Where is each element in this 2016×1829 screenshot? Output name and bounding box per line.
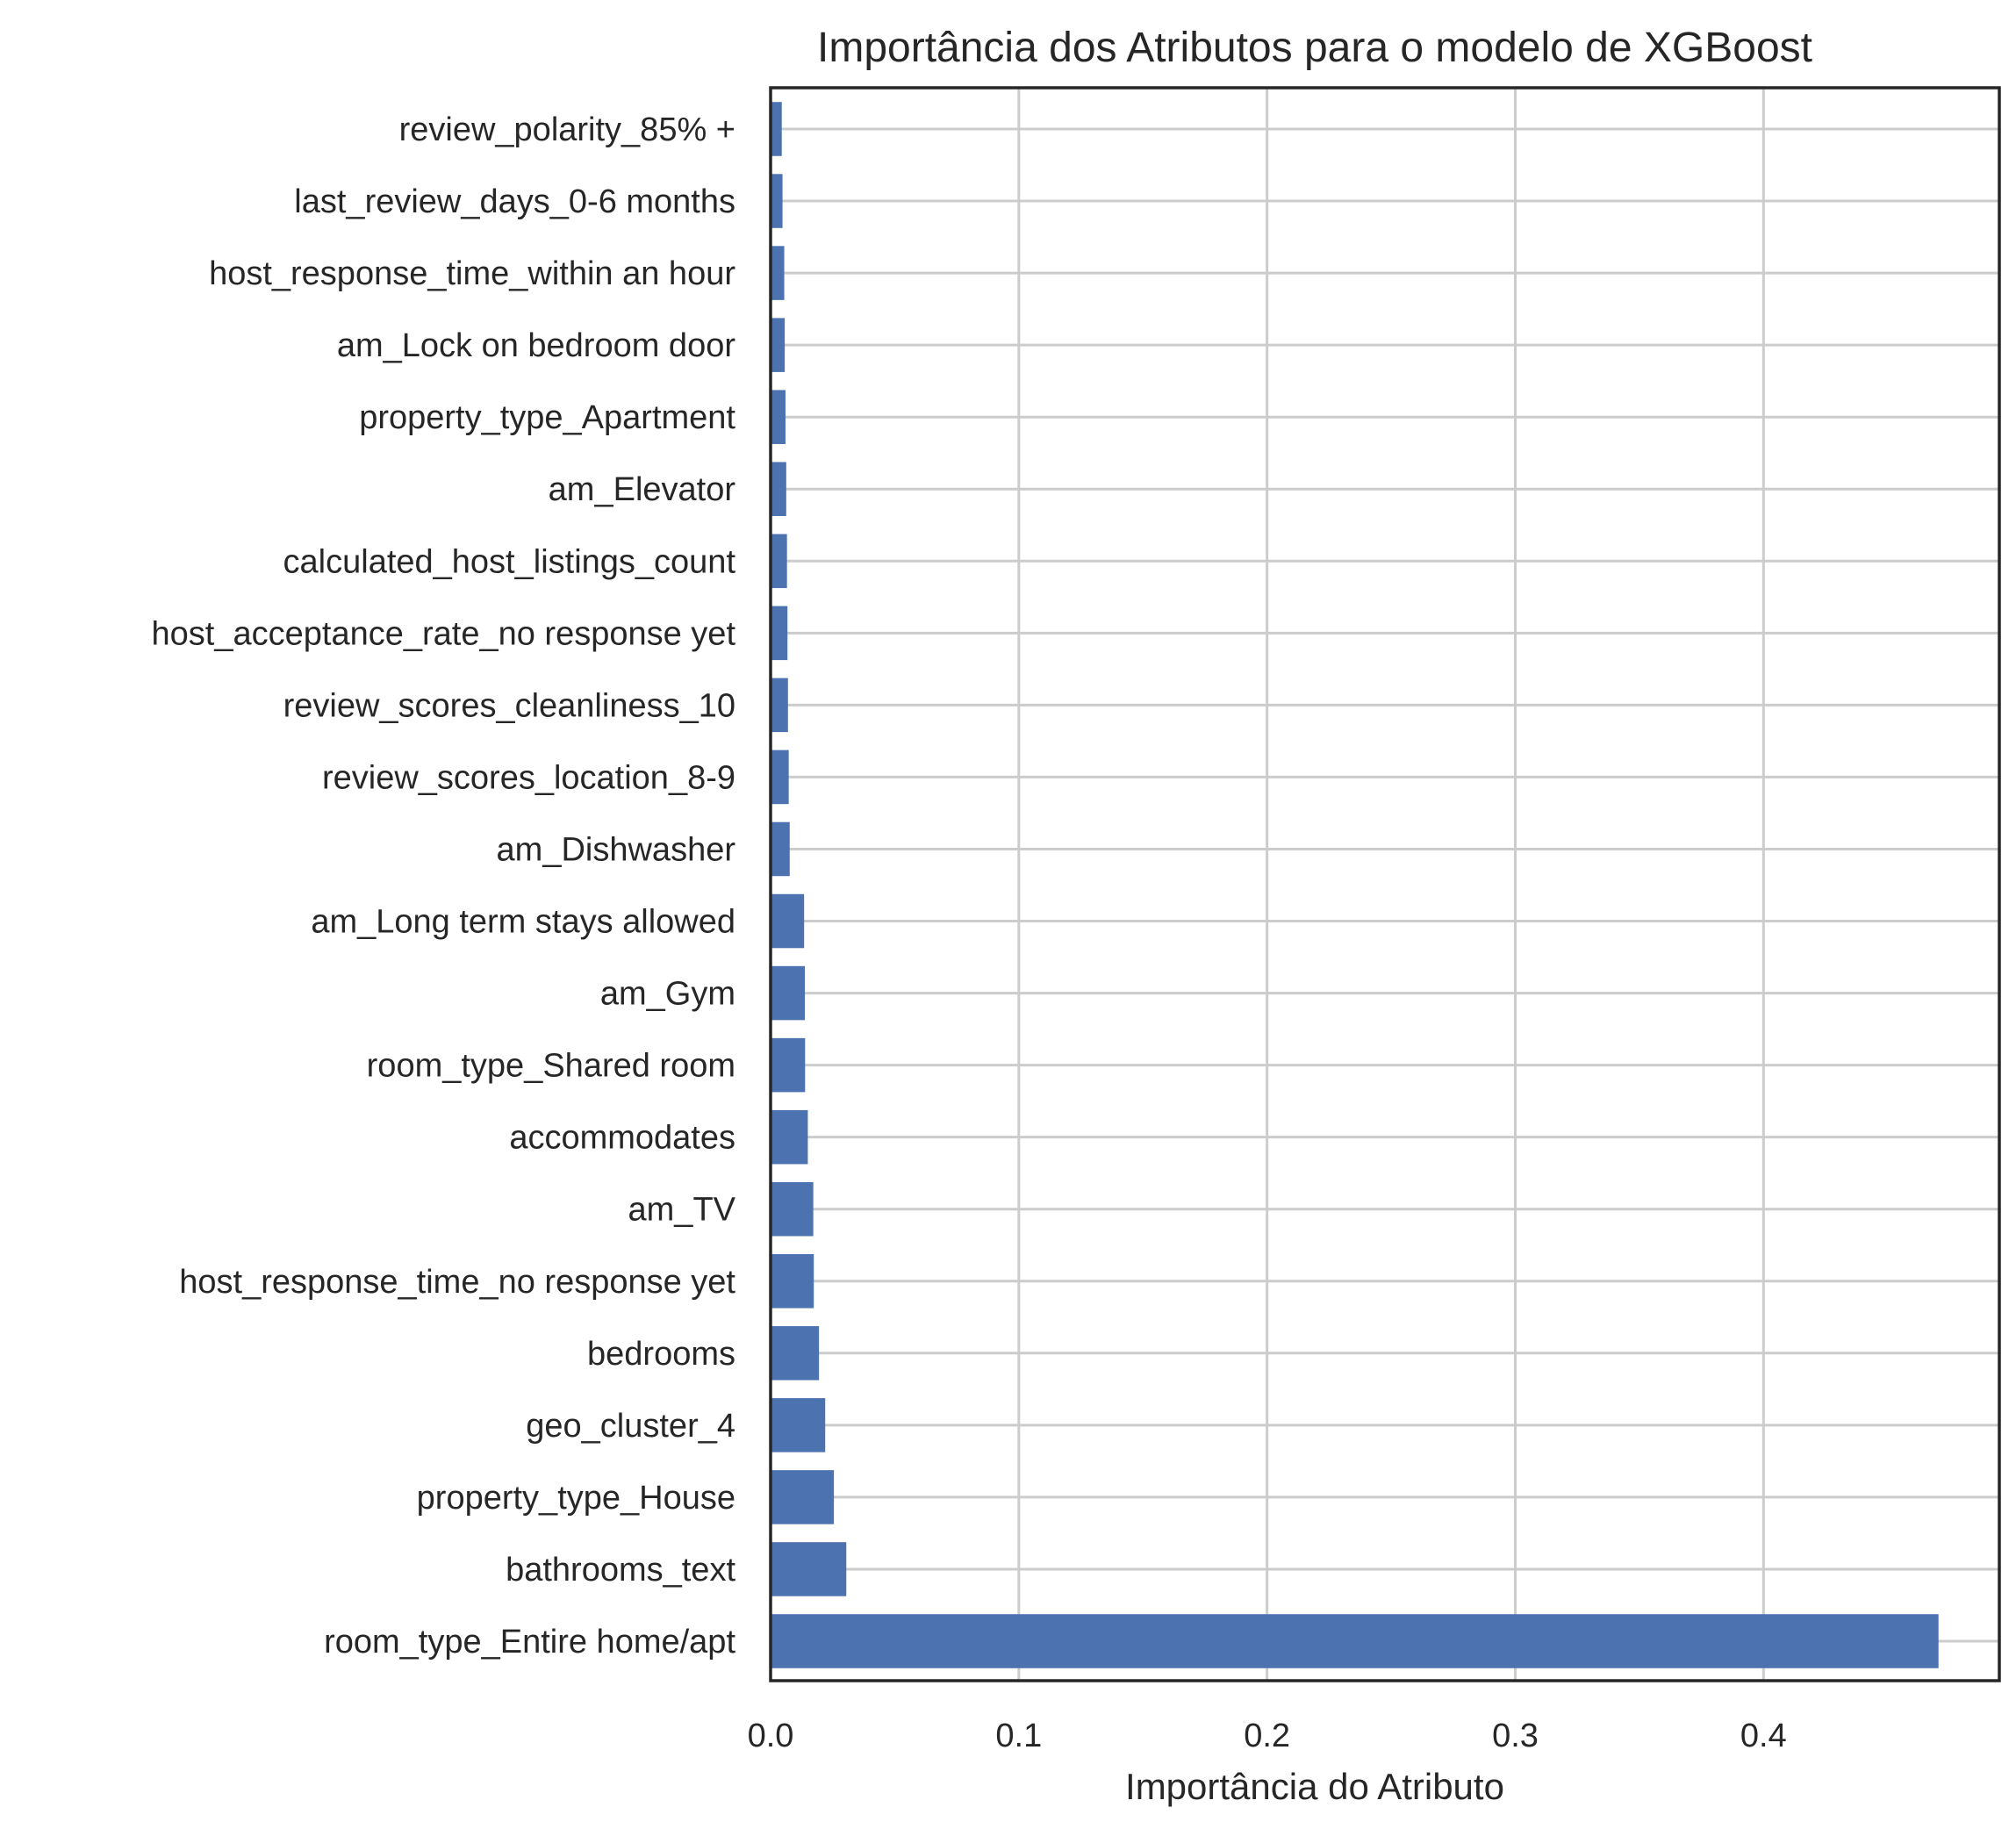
y-tick-label: review_polarity_85% + xyxy=(399,111,735,148)
y-tick-label: review_scores_location_8-9 xyxy=(322,759,735,796)
y-tick-label: am_Elevator xyxy=(549,471,736,508)
y-tick-label: am_Gym xyxy=(600,976,735,1013)
bars xyxy=(771,102,1939,1668)
bar xyxy=(771,750,789,805)
bar xyxy=(771,1614,1939,1668)
bar xyxy=(771,1037,806,1093)
plot-frame xyxy=(769,86,2001,1682)
y-tick-label: host_acceptance_rate_no response yet xyxy=(152,615,736,652)
bar xyxy=(771,1253,814,1309)
bar xyxy=(771,1398,826,1452)
x-tick-label: 0.2 xyxy=(1244,1718,1290,1754)
y-tick-label: am_Lock on bedroom door xyxy=(337,327,736,364)
y-tick-label: calculated_host_listings_count xyxy=(283,543,736,580)
bar xyxy=(771,678,788,733)
bar xyxy=(771,1470,835,1524)
y-tick-label: bathrooms_text xyxy=(506,1552,735,1589)
bar xyxy=(771,102,782,156)
y-tick-label: room_type_Shared room xyxy=(367,1048,735,1085)
bar xyxy=(771,318,786,372)
bar xyxy=(771,246,785,300)
y-tick-label: bedrooms xyxy=(587,1336,735,1373)
bar xyxy=(771,390,786,444)
y-tick-label: geo_cluster_4 xyxy=(526,1408,735,1445)
bar xyxy=(771,462,786,517)
y-tick-label: host_response_time_no response yet xyxy=(179,1264,735,1301)
x-axis-ticks: 0.0 0.1 0.2 0.3 0.4 xyxy=(748,1718,1787,1754)
x-tick-label: 0.3 xyxy=(1492,1718,1539,1754)
bar xyxy=(771,174,783,228)
y-axis-labels: review_polarity_85% + last_review_days_0-… xyxy=(152,111,736,1660)
x-tick-label: 0.0 xyxy=(748,1718,794,1754)
x-axis-label: Importância do Atributo xyxy=(1125,1766,1504,1807)
bar xyxy=(771,534,787,589)
bar xyxy=(771,1326,820,1381)
bar xyxy=(771,1181,814,1237)
bar xyxy=(771,606,788,661)
bar xyxy=(771,821,790,877)
y-tick-label: review_scores_cleanliness_10 xyxy=(283,687,735,724)
y-tick-label: property_type_House xyxy=(417,1480,735,1517)
y-tick-label: last_review_days_0-6 months xyxy=(294,183,735,220)
chart-title: Importância dos Atributos para o modelo … xyxy=(817,25,1812,71)
bar xyxy=(771,1109,808,1165)
bar xyxy=(771,893,805,949)
y-tick-label: host_response_time_within an hour xyxy=(209,255,735,292)
y-tick-label: room_type_Entire home/apt xyxy=(324,1624,735,1660)
y-tick-label: am_TV xyxy=(628,1192,736,1229)
y-tick-label: accommodates xyxy=(509,1120,735,1157)
y-tick-label: am_Dishwasher xyxy=(497,831,736,868)
y-tick-label: property_type_Apartment xyxy=(359,399,735,436)
bar xyxy=(771,965,806,1021)
x-tick-label: 0.1 xyxy=(995,1718,1042,1754)
gridlines xyxy=(769,88,1999,1681)
bar xyxy=(771,1542,847,1596)
x-tick-label: 0.4 xyxy=(1740,1718,1787,1754)
y-tick-label: am_Long term stays allowed xyxy=(311,904,735,941)
